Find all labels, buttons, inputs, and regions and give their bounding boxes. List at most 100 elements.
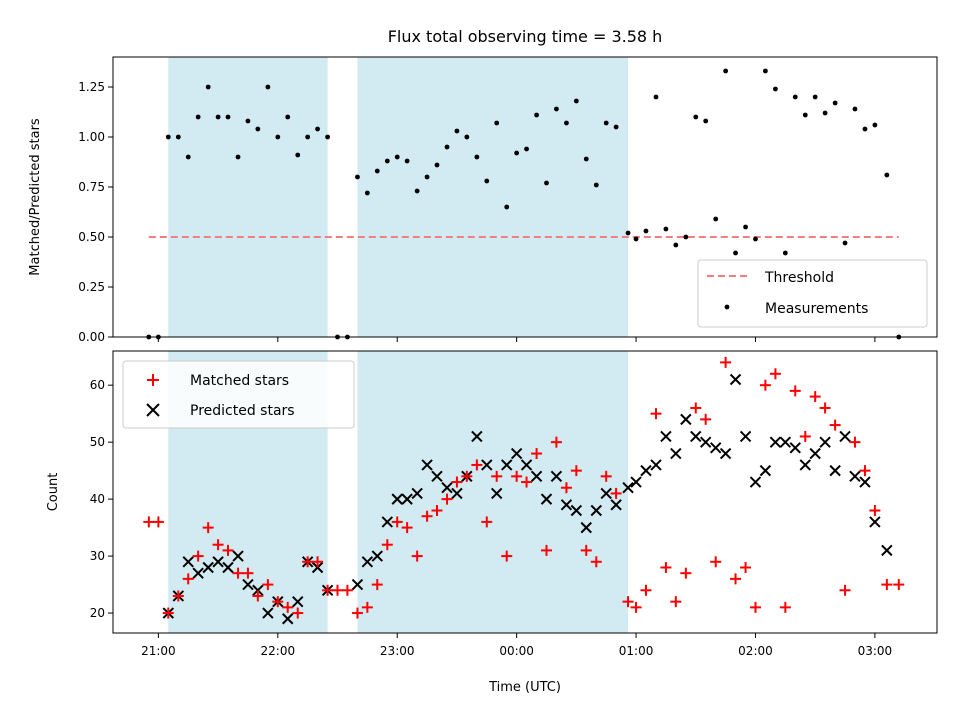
predicted-star-point [451, 487, 463, 500]
matched-star-point [441, 493, 453, 505]
matched-star-point [580, 544, 592, 556]
measurement-point [663, 226, 669, 232]
measurement-point [653, 94, 659, 100]
matched-star-point [302, 556, 314, 568]
predicted-star-point [232, 550, 244, 562]
matched-star-point [849, 436, 861, 448]
predicted-star-point [839, 430, 851, 443]
predicted-star-point [809, 447, 821, 460]
matched-star-point [202, 522, 214, 534]
bottom-x-tick-label: 00:00 [499, 644, 534, 658]
legend-predicted-label: Predicted stars [190, 403, 295, 419]
matched-star-point [421, 510, 433, 522]
measurement-point [275, 134, 281, 140]
measurement-point [464, 134, 470, 140]
measurement-point [862, 126, 868, 132]
legend-matched-swatch [147, 374, 159, 386]
matched-star-point [292, 607, 304, 619]
matched-star-point [521, 476, 533, 488]
measurement-point [374, 168, 380, 174]
measurement-point [165, 134, 171, 140]
measurement-point [802, 112, 808, 118]
matched-star-point [570, 465, 582, 477]
matched-star-point [893, 579, 905, 591]
measurement-point [295, 152, 301, 158]
predicted-star-point [640, 464, 652, 477]
matched-star-point [622, 596, 634, 608]
matched-star-point [590, 556, 602, 568]
measurement-point [175, 134, 181, 140]
predicted-star-point [690, 430, 702, 443]
bottom-panel: 20 30 40 50 60 21:00 22:00 23:00 00:00 01:00 02:0… [46, 350, 938, 695]
predicted-star-point [869, 516, 881, 528]
matched-star-point [670, 596, 682, 608]
predicted-star-point [540, 493, 553, 505]
bottom-x-tick-label: 23:00 [380, 644, 415, 658]
predicted-star-point [351, 578, 364, 591]
predicted-star-point [481, 459, 493, 471]
predicted-star-point [421, 459, 433, 471]
measurement-point [554, 106, 559, 112]
bottom-y-tick-label: 60 [90, 378, 105, 392]
matched-star-point [381, 539, 393, 551]
predicted-star-point [381, 516, 394, 528]
measurement-point [683, 234, 689, 240]
matched-star-point [550, 436, 562, 448]
predicted-star-point [262, 607, 274, 619]
matched-star-point [411, 550, 423, 562]
measurement-point [514, 150, 520, 156]
top-y-tick-label: 1.00 [78, 130, 105, 144]
matched-star-point [779, 601, 791, 613]
bottom-y-tick-label: 40 [90, 492, 105, 506]
measurement-point [625, 230, 631, 236]
measurement-point [723, 68, 729, 74]
top-legend: Threshold Measurements [697, 259, 928, 328]
top-y-axis-label: Matched/Predicted stars [28, 118, 43, 276]
measurement-point [394, 154, 400, 160]
matched-star-point [361, 601, 373, 613]
matched-star-point [869, 505, 881, 517]
bottom-y-tick-label: 30 [90, 549, 105, 563]
bottom-y-tick-label: 50 [90, 435, 105, 449]
predicted-star-point [361, 556, 374, 568]
predicted-star-point [829, 464, 841, 477]
measurement-point [414, 188, 420, 194]
measurement-point [315, 126, 320, 132]
predicted-star-point [819, 436, 831, 448]
matched-star-point [471, 459, 483, 471]
matched-star-point [740, 561, 752, 573]
bottom-y-tick-label: 20 [90, 606, 105, 620]
matched-star-point [262, 579, 274, 591]
measurement-point [852, 106, 858, 112]
matched-star-point [162, 607, 174, 619]
matched-star-point [192, 550, 204, 562]
matched-star-point [182, 573, 194, 585]
bottom-x-tick-label: 21:00 [141, 644, 176, 658]
matched-star-point [600, 470, 612, 482]
predicted-star-point [749, 476, 762, 488]
bottom-shade-span-1 [357, 351, 629, 633]
measurement-point [544, 180, 549, 186]
predicted-star-point [670, 447, 682, 460]
top-y-tick-label: 0.00 [78, 330, 105, 344]
measurement-point [773, 86, 778, 92]
matched-star-point [759, 379, 771, 391]
measurement-point [753, 236, 758, 242]
matched-star-point [610, 487, 622, 499]
measurement-point [384, 158, 390, 164]
matched-star-point [789, 385, 801, 397]
measurement-point [583, 156, 589, 162]
matched-star-point [371, 579, 383, 591]
predicted-star-point [311, 561, 324, 574]
predicted-star-point [242, 578, 254, 591]
matched-star-point [650, 408, 662, 420]
predicted-star-point [202, 561, 214, 574]
measurement-point [305, 134, 311, 140]
legend-predicted-swatch [146, 403, 160, 417]
bottom-x-ticks: 21:00 22:00 23:00 00:00 01:00 02:00 03:00 [141, 633, 892, 658]
top-y-tick-label: 1.25 [78, 80, 105, 94]
matched-star-point [749, 601, 761, 613]
predicted-star-point [530, 470, 543, 483]
predicted-star-point [490, 487, 503, 500]
